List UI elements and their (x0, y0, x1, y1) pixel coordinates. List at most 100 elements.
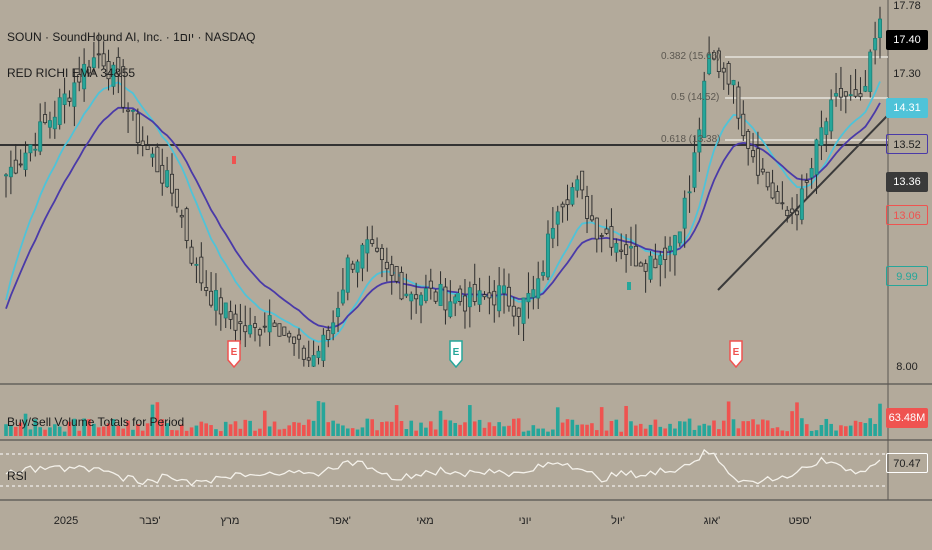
candle-body[interactable] (179, 214, 184, 218)
candle-body[interactable] (306, 357, 311, 361)
candle-body[interactable] (91, 57, 96, 68)
candle-body[interactable] (648, 255, 653, 280)
candle-body[interactable] (165, 170, 170, 188)
candle-body[interactable] (633, 245, 638, 267)
candle-body[interactable] (375, 247, 380, 252)
candle-body[interactable] (287, 332, 292, 338)
candle-body[interactable] (775, 191, 780, 204)
candle-body[interactable] (126, 109, 131, 112)
candle-body[interactable] (521, 297, 526, 324)
candle-body[interactable] (282, 326, 287, 336)
candle-body[interactable] (199, 256, 204, 284)
candle-body[interactable] (853, 89, 858, 97)
rsi-line[interactable] (5, 448, 881, 487)
candle-body[interactable] (213, 290, 218, 311)
candle-body[interactable] (682, 197, 687, 229)
candle-body[interactable] (707, 53, 712, 75)
candle-body[interactable] (721, 67, 726, 73)
candle-body[interactable] (755, 148, 760, 176)
candle-body[interactable] (57, 97, 62, 125)
candle-body[interactable] (467, 287, 472, 308)
candle-body[interactable] (868, 51, 873, 92)
candle-body[interactable] (575, 179, 580, 191)
candle-body[interactable] (238, 321, 243, 325)
candle-body[interactable] (580, 170, 585, 191)
candle-body[interactable] (62, 93, 67, 105)
candle-body[interactable] (555, 211, 560, 225)
candle-body[interactable] (697, 129, 702, 153)
candle-body[interactable] (780, 202, 785, 205)
candle-body[interactable] (350, 263, 355, 270)
candle-body[interactable] (785, 209, 790, 217)
candle-body[interactable] (160, 164, 165, 184)
candle-body[interactable] (672, 235, 677, 256)
candle-body[interactable] (23, 152, 28, 170)
candle-body[interactable] (189, 246, 194, 264)
candle-body[interactable] (243, 325, 248, 333)
candle-body[interactable] (511, 305, 516, 317)
candle-body[interactable] (736, 86, 741, 119)
candle-body[interactable] (804, 180, 809, 183)
candle-body[interactable] (248, 324, 253, 335)
candle-body[interactable] (155, 146, 160, 173)
candle-body[interactable] (38, 121, 43, 152)
candle-body[interactable] (404, 293, 409, 297)
candle-body[interactable] (394, 266, 399, 282)
candle-body[interactable] (692, 152, 697, 188)
candle-body[interactable] (130, 109, 135, 112)
candle-body[interactable] (174, 188, 179, 208)
candle-body[interactable] (448, 301, 453, 317)
candle-body[interactable] (663, 247, 668, 260)
candle-body[interactable] (18, 163, 23, 166)
candle-body[interactable] (336, 307, 341, 318)
candle-body[interactable] (594, 217, 599, 240)
candle-body[interactable] (653, 258, 658, 269)
earnings-marker[interactable]: E (227, 340, 241, 369)
candle-body[interactable] (28, 144, 33, 154)
candle-body[interactable] (838, 88, 843, 98)
candle-body[interactable] (643, 263, 648, 272)
candle-body[interactable] (443, 286, 448, 311)
candle-body[interactable] (345, 257, 350, 293)
candle-body[interactable] (702, 80, 707, 138)
candle-body[interactable] (668, 245, 673, 251)
candle-body[interactable] (194, 263, 199, 266)
candle-body[interactable] (389, 264, 394, 276)
candle-body[interactable] (360, 244, 365, 269)
volume-indicator-title[interactable]: Buy/Sell Volume Totals for Period (7, 415, 185, 429)
candle-body[interactable] (829, 99, 834, 132)
candle-body[interactable] (72, 82, 77, 107)
candle-body[interactable] (4, 174, 9, 177)
candle-body[interactable] (716, 50, 721, 72)
candle-body[interactable] (711, 52, 716, 60)
candle-body[interactable] (428, 280, 433, 289)
earnings-marker[interactable]: E (729, 340, 743, 369)
candle-body[interactable] (257, 329, 262, 336)
candle-body[interactable] (8, 166, 13, 178)
candle-body[interactable] (526, 293, 531, 303)
candle-body[interactable] (516, 307, 521, 317)
candle-body[interactable] (760, 168, 765, 173)
candle-body[interactable] (604, 228, 609, 234)
candle-body[interactable] (331, 322, 336, 335)
candle-body[interactable] (731, 79, 736, 86)
candle-body[interactable] (277, 323, 282, 337)
candle-body[interactable] (267, 315, 272, 333)
candle-body[interactable] (619, 249, 624, 252)
candle-body[interactable] (541, 272, 546, 276)
candle-body[interactable] (462, 295, 467, 312)
candle-body[interactable] (814, 139, 819, 175)
candle-body[interactable] (399, 271, 404, 300)
candle-body[interactable] (438, 283, 443, 306)
candle-body[interactable] (834, 93, 839, 97)
earnings-marker[interactable]: E (449, 340, 463, 369)
candle-body[interactable] (13, 159, 18, 174)
candle-body[interactable] (506, 286, 511, 307)
candle-body[interactable] (741, 113, 746, 137)
candle-body[interactable] (218, 297, 223, 315)
candle-body[interactable] (33, 148, 38, 151)
candle-body[interactable] (560, 203, 565, 208)
ema-55-line[interactable] (5, 102, 881, 329)
candle-body[interactable] (545, 233, 550, 278)
